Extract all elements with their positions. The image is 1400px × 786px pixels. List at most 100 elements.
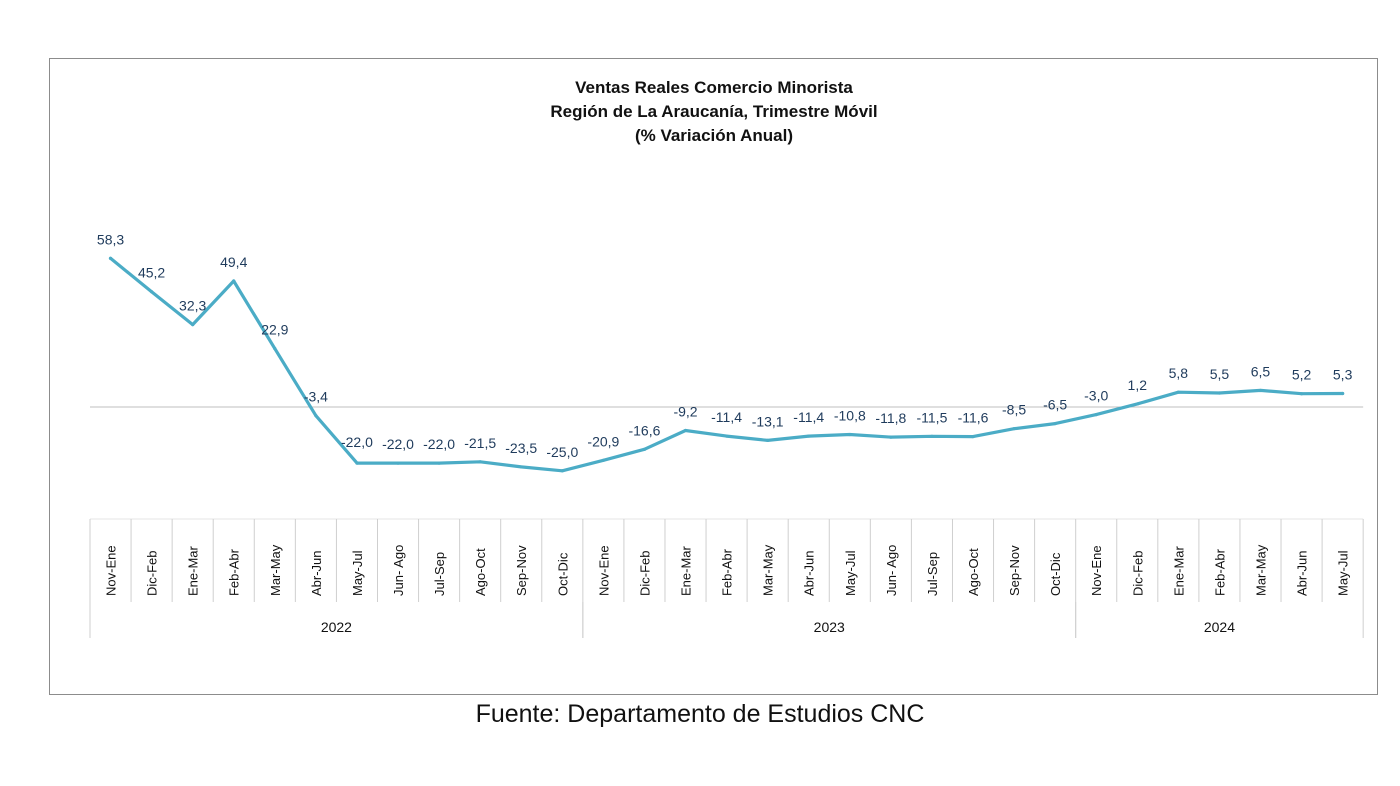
x-axis: Nov-Ene Dic-Feb Ene-Mar Feb-Abr Mar-May Abr-J… <box>89 406 1364 638</box>
data-label: 58,3 <box>97 231 124 247</box>
chart-title-line: (% Variación Anual) <box>635 126 793 145</box>
data-point <box>1053 421 1057 426</box>
data-point <box>971 434 975 439</box>
data-label: 5,3 <box>1333 366 1353 382</box>
data-label: -11,8 <box>875 410 906 426</box>
data-label: -6,5 <box>1043 397 1067 413</box>
data-point <box>1012 427 1016 431</box>
data-label: -11,4 <box>711 409 742 425</box>
data-point <box>273 347 277 351</box>
x-tick-label: Jun- Ago <box>884 545 899 596</box>
x-tick-label: Ene-Mar <box>186 545 201 596</box>
x-tick-label: May-Jul <box>350 550 365 596</box>
x-tick-label: Dic-Feb <box>145 550 160 596</box>
x-tick-label: Mar-May <box>761 544 776 596</box>
x-tick-label: Feb-Abr <box>1212 548 1227 596</box>
x-tick-label: Jun- Ago <box>391 545 406 596</box>
data-label: -10,8 <box>834 408 866 424</box>
data-point <box>437 461 441 465</box>
data-label: 5,2 <box>1292 367 1312 383</box>
data-label: -21,5 <box>464 435 496 451</box>
data-label: 5,5 <box>1210 366 1230 382</box>
data-point <box>930 434 934 438</box>
data-point <box>1258 388 1263 393</box>
chart-title: Ventas Reales Comercio Minorista Región d… <box>550 78 877 145</box>
x-tick-label: Abr-Jun <box>802 550 817 596</box>
data-label: -3,0 <box>1084 388 1108 404</box>
x-tick-label: Dic-Feb <box>1130 550 1145 596</box>
series-line <box>108 256 1345 473</box>
data-label: -8,5 <box>1002 402 1026 418</box>
data-label: 5,8 <box>1169 365 1189 381</box>
data-label: -20,9 <box>587 433 619 449</box>
x-tick-label: Abr-Jun <box>1295 550 1310 596</box>
x-tick-label: Ene-Mar <box>1171 545 1186 596</box>
data-point <box>396 461 400 465</box>
series-line-group <box>108 256 1345 473</box>
data-point <box>1176 390 1180 394</box>
chart-title-line: Región de La Araucanía, Trimestre Móvil <box>550 102 877 121</box>
x-tick-label: Sep-Nov <box>514 545 529 596</box>
data-point <box>1135 402 1139 406</box>
x-tick-label: May-Jul <box>1336 550 1351 596</box>
data-point <box>191 323 195 327</box>
data-point <box>478 460 482 464</box>
data-labels: 58,345,232,349,422,9-3,4-22,0 -22,0 -22,0-… <box>97 231 1353 459</box>
x-tick-label: Nov-Ene <box>596 545 611 596</box>
data-point <box>724 434 729 438</box>
data-label: -11,6 <box>958 410 989 426</box>
data-label: -23,5 <box>505 440 537 456</box>
x-tick-label: Feb-Abr <box>720 548 735 596</box>
data-point <box>519 465 523 469</box>
year-label: 2024 <box>1204 619 1235 635</box>
data-point <box>560 469 564 473</box>
data-point <box>1299 392 1304 396</box>
data-label: -22,0 <box>382 436 414 452</box>
x-tick-label: Mar-May <box>1253 544 1268 596</box>
chart-title-line: Ventas Reales Comercio Minorista <box>575 78 853 97</box>
data-label: -11,5 <box>916 409 947 425</box>
data-label: -22,0 <box>423 436 455 452</box>
data-label: 22,9 <box>261 322 288 338</box>
data-point <box>642 447 647 451</box>
data-label: -13,1 <box>752 413 784 429</box>
data-point <box>355 461 359 465</box>
data-label: -25,0 <box>546 444 578 460</box>
year-label: 2023 <box>814 619 845 635</box>
data-label: 32,3 <box>179 298 206 314</box>
x-tick-label: Ago-Oct <box>473 548 488 596</box>
x-tick-label: Ene-Mar <box>679 545 694 596</box>
data-label: -16,6 <box>628 422 660 438</box>
source-note: Fuente: Departamento de Estudios CNC <box>475 700 925 728</box>
data-label: 6,5 <box>1251 363 1271 379</box>
data-point <box>848 432 852 437</box>
data-point <box>108 256 113 260</box>
data-label: 49,4 <box>220 254 247 270</box>
x-tick-label: Jul-Sep <box>925 552 940 596</box>
x-tick-label: Nov-Ene <box>104 545 119 596</box>
data-label: -3,4 <box>304 389 328 405</box>
data-label: -22,0 <box>341 434 373 450</box>
x-tick-label: Feb-Abr <box>227 548 242 596</box>
data-point <box>601 458 605 462</box>
data-point <box>807 434 811 438</box>
x-tick-label: Oct-Dic <box>555 552 570 596</box>
data-point <box>150 290 154 294</box>
x-tick-label: Abr-Jun <box>309 550 324 596</box>
x-tick-label: Mar-May <box>268 544 283 596</box>
data-point <box>683 428 688 433</box>
x-tick-label: Nov-Ene <box>1089 545 1104 596</box>
data-point <box>314 414 318 418</box>
chart: Ventas Reales Comercio Minorista Región d… <box>89 78 1364 638</box>
chart-frame <box>49 58 1378 695</box>
data-point <box>889 435 893 439</box>
x-tick-label: May-Jul <box>843 550 858 596</box>
x-tick-label: Jul-Sep <box>432 552 447 596</box>
data-label: 1,2 <box>1128 377 1148 393</box>
x-tick-label: Oct-Dic <box>1048 552 1063 596</box>
year-label: 2022 <box>321 619 352 635</box>
data-label: -11,4 <box>793 409 824 425</box>
x-tick-label: Ago-Oct <box>966 548 981 596</box>
data-label: 45,2 <box>138 265 165 281</box>
x-tick-label: Dic-Feb <box>637 550 652 596</box>
